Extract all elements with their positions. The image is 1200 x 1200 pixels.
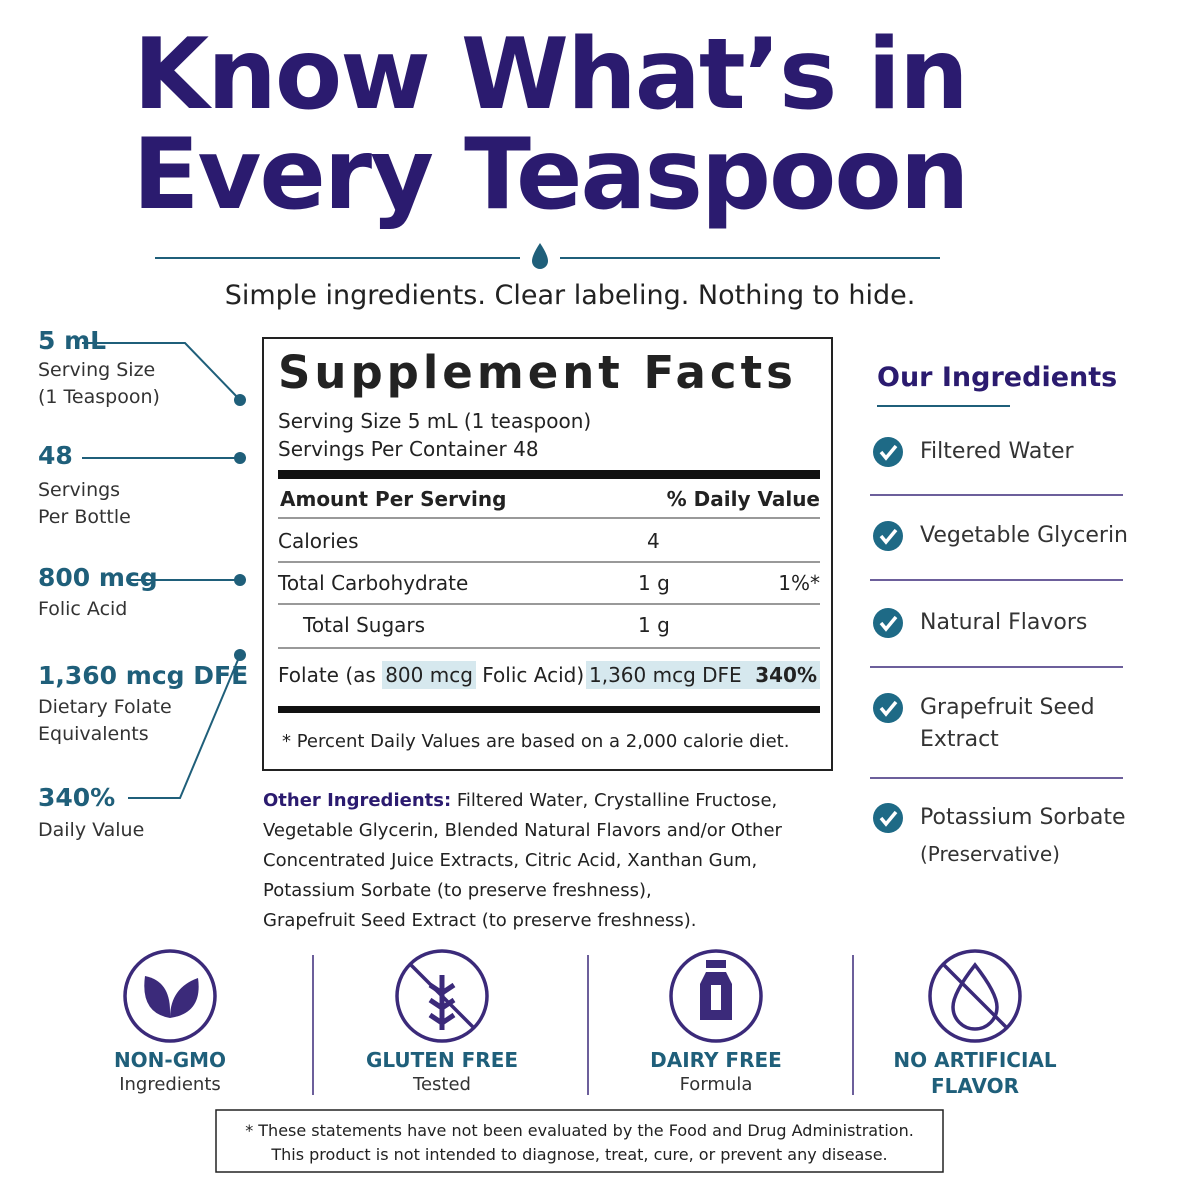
- ingredients-title: Our Ingredients: [877, 362, 1118, 393]
- title: Every Teaspoon: [132, 118, 970, 232]
- callout-label: Per Bottle: [38, 506, 131, 528]
- facts-footnote: * Percent Daily Values are based on a 2,…: [282, 731, 790, 752]
- badge-title: GLUTEN FREE: [365, 1048, 519, 1072]
- badge-subtitle: Formula: [679, 1074, 753, 1095]
- other-label: Other Ingredients:: [263, 790, 452, 811]
- ingredient: Grapefruit Seed: [920, 695, 1095, 720]
- ingredient: Filtered Water: [920, 439, 1074, 464]
- callout-value: 340%: [38, 783, 116, 812]
- folate-dv: 340%: [755, 663, 817, 687]
- disclaimer: This product is not intended to diagnose…: [271, 1145, 888, 1164]
- badge-title: NON-GMO: [113, 1048, 227, 1072]
- row-dv: 1%*: [778, 571, 820, 595]
- callout-value: 5 mL: [38, 326, 107, 355]
- callout-label: Dietary Folate: [38, 696, 172, 718]
- folate-prefix: Folate (as: [278, 663, 376, 687]
- badge-subtitle: Ingredients: [119, 1074, 221, 1095]
- badge-title: FLAVOR: [930, 1074, 1020, 1098]
- other-text: Potassium Sorbate (to preserve freshness…: [263, 880, 652, 901]
- row-name: Calories: [278, 529, 359, 553]
- col-amount: Amount Per Serving: [280, 487, 507, 511]
- other-text: Grapefruit Seed Extract (to preserve fre…: [263, 910, 697, 931]
- folate-amount: 1,360 mcg DFE: [589, 663, 742, 687]
- callout-label: Serving Size: [38, 359, 156, 381]
- row-name: Total Sugars: [303, 613, 426, 637]
- callout-value: 48: [38, 441, 73, 470]
- col-dv: % Daily Value: [666, 487, 820, 511]
- callout-label: Daily Value: [38, 819, 145, 841]
- row-name: Total Carbohydrate: [278, 571, 469, 595]
- ingredient: (Preservative): [920, 842, 1060, 866]
- badge-title: DAIRY FREE: [650, 1048, 782, 1072]
- folate-values: 1,360 mcg DFE 340%: [586, 661, 820, 689]
- callout-value: 800 mcg: [38, 563, 158, 592]
- title: Know What’s in: [133, 18, 969, 132]
- callout-label: Servings: [38, 479, 121, 501]
- serving-size: Serving Size 5 mL (1 teaspoon): [278, 409, 592, 433]
- other-line: Other Ingredients: Filtered Water, Cryst…: [263, 790, 777, 811]
- subtitle: Simple ingredients. Clear labeling. Noth…: [224, 280, 916, 311]
- folate-row: Folate (as 800 mcg Folic Acid): [278, 661, 585, 689]
- callout-label: (1 Teaspoon): [38, 386, 160, 408]
- ingredient: Extract: [920, 727, 999, 752]
- facts-title: Supplement Facts: [278, 346, 797, 399]
- other-text: Vegetable Glycerin, Blended Natural Flav…: [263, 820, 782, 841]
- folate-highlight: 800 mcg: [382, 661, 476, 689]
- callout-value: 1,360 mcg DFE: [38, 661, 249, 690]
- badge-subtitle: Tested: [413, 1074, 471, 1095]
- servings: Servings Per Container 48: [278, 437, 539, 461]
- row-amount: 1 g: [638, 571, 670, 595]
- folate-suffix: Folic Acid): [482, 663, 585, 687]
- other-text: Concentrated Juice Extracts, Citric Acid…: [263, 850, 758, 871]
- row-amount: 4: [647, 529, 660, 553]
- badge-title: NO ARTIFICIAL: [893, 1048, 1057, 1072]
- row-amount: 1 g: [638, 613, 670, 637]
- callout-label: Folic Acid: [38, 598, 128, 620]
- callout-label: Equivalents: [38, 723, 149, 745]
- disclaimer: * These statements have not been evaluat…: [245, 1121, 914, 1140]
- ingredient: Potassium Sorbate: [920, 805, 1126, 830]
- ingredient: Natural Flavors: [920, 610, 1088, 635]
- ingredient: Vegetable Glycerin: [920, 523, 1129, 548]
- other-text: Filtered Water, Crystalline Fructose,: [456, 790, 778, 811]
